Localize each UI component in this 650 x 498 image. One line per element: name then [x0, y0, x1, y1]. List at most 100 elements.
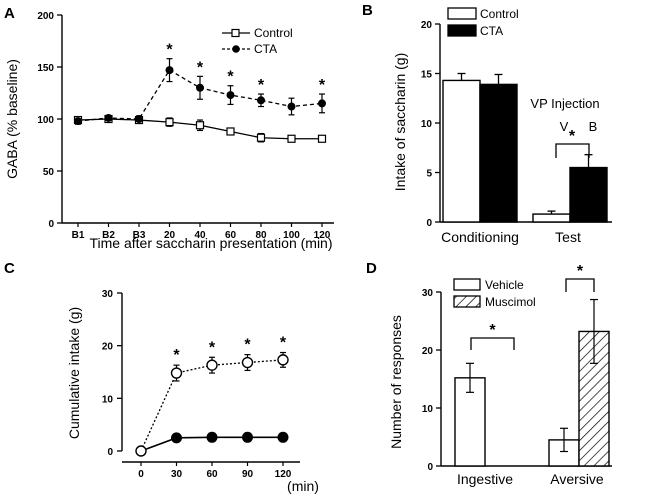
- control-bar: [532, 213, 571, 223]
- cta-point: [206, 431, 218, 443]
- cta-point: [74, 117, 82, 126]
- control-point: [287, 134, 296, 143]
- cta-point: [104, 113, 113, 122]
- control-point: [135, 445, 147, 457]
- panel-d-legend-vehicle: Vehicle: [485, 278, 524, 292]
- control-point: [165, 118, 174, 127]
- cta-point: [196, 83, 204, 92]
- panel-a-x-tick-label: 120: [314, 230, 331, 241]
- cta-bar: [569, 166, 608, 223]
- cta-point: [287, 102, 296, 111]
- panel-a-marks: 0 50 100 150 200 B1 B2 B3 20 40 60 80 100 120 * * * * *: [37, 11, 334, 241]
- cta-significance-star: *: [227, 69, 234, 86]
- baclofen-label-b: B: [589, 119, 598, 134]
- test-significance-bracket: [555, 143, 590, 158]
- panel-a-y-tick-label: 150: [37, 63, 54, 74]
- panel-c-marks: 0 10 20 30 0 30 60 90 120 * * * *: [102, 289, 300, 480]
- legend-vehicle-swatch: [453, 278, 481, 291]
- panel-b-y-tick-label: 0: [426, 218, 432, 229]
- panel-d-legend: Vehicle Muscimol: [453, 278, 536, 309]
- panel-d-ylabel: Number of responses: [388, 315, 404, 449]
- cta-significance-star: *: [197, 59, 204, 76]
- panel-b-y-tick-label: 5: [426, 169, 432, 180]
- panel-c-y-tick-label: 0: [107, 447, 113, 458]
- vehicle-label-v: V: [560, 119, 569, 134]
- panel-a-y-tick-label: 50: [43, 167, 55, 178]
- significance-star: *: [577, 263, 584, 280]
- panel-b-y-tick-label: 15: [421, 70, 433, 81]
- legend-cta-marker: [232, 45, 240, 53]
- panel-c-line-chart: 0 10 20 30 0 30 60 90 120 * * * * (min) Cumulative i…: [66, 289, 319, 494]
- panel-c-x-tick-label: 90: [242, 469, 254, 480]
- control-point: [317, 134, 327, 143]
- panel-b-y-tick-label: 20: [421, 20, 433, 31]
- panel-b-legend-control: Control: [480, 7, 519, 21]
- cta-point: [226, 91, 235, 100]
- panel-b-letter: B: [362, 2, 373, 19]
- legend-control-marker: [231, 28, 240, 38]
- panel-d-y-tick-label: 0: [427, 462, 433, 473]
- panel-b-bar-chart: 0 5 10 15 20 Conditioning Test Control CTA VP …: [392, 7, 612, 245]
- panel-a-y-tick-label: 100: [37, 115, 54, 126]
- control-significance-star: *: [244, 337, 251, 354]
- panel-a-x-tick-label: B3: [133, 230, 146, 241]
- control-point: [206, 359, 218, 371]
- panel-c-x-tick-label: 0: [138, 469, 144, 480]
- cta-point: [171, 432, 182, 444]
- control-point: [241, 356, 254, 369]
- panel-d-y-tick-label: 30: [422, 288, 434, 299]
- panel-d-y-tick-label: 10: [422, 404, 434, 415]
- panel-c-y-tick-label: 20: [102, 342, 114, 353]
- cta-significance-star: *: [166, 42, 173, 59]
- panel-a-x-tick-label: B2: [102, 230, 115, 241]
- cta-point: [257, 96, 265, 105]
- control-significance-star: *: [209, 339, 216, 356]
- control-point: [195, 121, 205, 130]
- control-series-line: [140, 359, 284, 452]
- panel-d-bar-chart: 0 10 20 30 Ingestive Aversive * * Vehicle Musci…: [388, 263, 612, 487]
- panel-b-category-label: Conditioning: [441, 229, 519, 245]
- cta-point: [165, 66, 174, 75]
- control-point: [277, 354, 289, 366]
- panel-a-legend-control: Control: [254, 26, 293, 40]
- vp-injection-label: VP Injection: [530, 96, 599, 111]
- panel-a-legend: Control CTA: [222, 26, 293, 56]
- significance-bracket: [470, 337, 515, 350]
- control-significance-star: *: [173, 347, 180, 364]
- cta-bar: [479, 83, 518, 223]
- legend-control-swatch: [447, 7, 477, 20]
- test-significance-star: *: [569, 128, 576, 145]
- panel-c-letter: C: [4, 260, 15, 277]
- cta-point: [135, 115, 143, 123]
- panel-d-category-label: Aversive: [550, 471, 604, 487]
- panel-b-legend: Control CTA: [447, 7, 519, 38]
- panel-a-x-tick-label: B1: [72, 230, 85, 241]
- panel-a-x-tick-label: 60: [225, 230, 237, 241]
- control-point: [226, 127, 235, 136]
- panel-c-y-tick-label: 30: [102, 289, 114, 300]
- panel-b-ylabel: Intake of saccharin (g): [392, 53, 408, 192]
- panel-c-x-tick-label: 120: [275, 469, 292, 480]
- legend-muscimol-swatch: [453, 295, 481, 308]
- cta-significance-star: *: [258, 77, 265, 94]
- panel-c-ylabel: Cumulative intake (g): [66, 307, 82, 439]
- panel-a-x-tick-label: 20: [164, 230, 176, 241]
- panel-d-y-tick-label: 20: [422, 346, 434, 357]
- panel-b-category-label: Test: [555, 229, 581, 245]
- panel-a-y-tick-label: 200: [37, 11, 54, 22]
- panel-a-line-chart: 0 50 100 150 200 B1 B2 B3 20 40 60 80 100 120 * * * * * Co…: [4, 11, 334, 251]
- panel-a-letter: A: [4, 5, 15, 22]
- panel-b-marks: 0 5 10 15 20 Conditioning Test: [421, 20, 612, 245]
- panel-d-legend-muscimol: Muscimol: [485, 295, 536, 309]
- panel-b-y-tick-label: 10: [421, 119, 433, 130]
- panel-c-y-tick-label: 10: [102, 394, 114, 405]
- panel-c-x-tick-label: 60: [206, 469, 218, 480]
- cta-significance-star: *: [319, 77, 326, 94]
- panel-c-x-tick-label: 30: [171, 469, 183, 480]
- legend-cta-swatch: [447, 24, 477, 37]
- panel-d-category-label: Ingestive: [457, 471, 513, 487]
- panel-a-x-tick-label: 100: [283, 230, 300, 241]
- panel-c-xlabel: (min): [287, 478, 319, 494]
- control-point: [256, 133, 266, 142]
